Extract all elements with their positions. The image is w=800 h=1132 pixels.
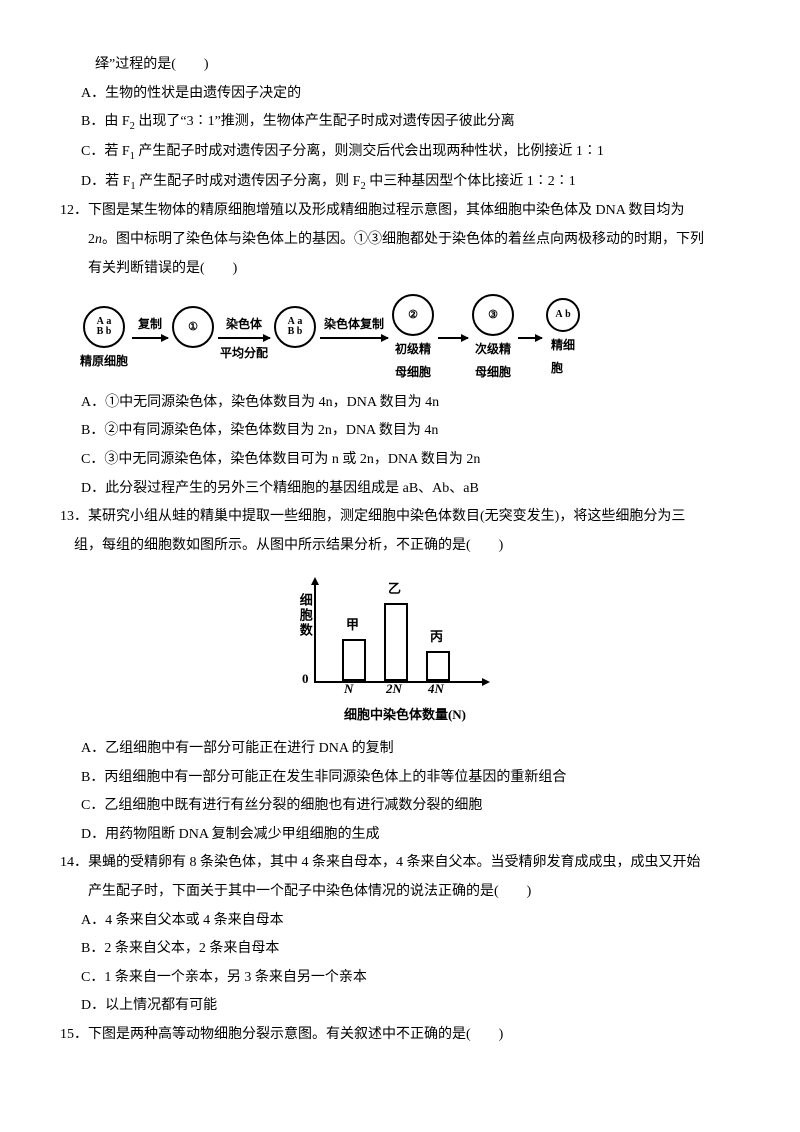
text: 2: [88, 232, 95, 247]
q14-opt-c: C．1 条来自一个亲本，另 3 条来自另一个亲本: [60, 965, 740, 992]
q14-opt-b: B．2 条来自父本，2 条来自母本: [60, 936, 740, 963]
cell-mid: A aB b: [274, 306, 316, 373]
chart-bar: [342, 639, 366, 681]
bar-label: 丙: [430, 625, 443, 650]
q11-opt-a: A．生物的性状是由遗传因子决定的: [60, 81, 740, 108]
y-axis-label: 细胞数: [292, 593, 317, 638]
y-axis: [314, 583, 316, 683]
text: 。图中标明了染色体与染色体上的基因。①③细胞都处于染色体的着丝点向两极移动的时期…: [102, 232, 704, 247]
circle-2: ②: [392, 294, 434, 336]
q12-opt-a: A．①中无同源染色体，染色体数目为 4n，DNA 数目为 4n: [60, 390, 740, 417]
q13-chart: 细胞数 0 甲 乙丙 N 2N 4N 细胞中染色体数量(N): [290, 573, 510, 728]
var-n: n: [95, 232, 102, 247]
bar-label: 甲: [346, 613, 359, 638]
q13-opt-c: C．乙组细胞中既有进行有丝分裂的细胞也有进行减数分裂的细胞: [60, 793, 740, 820]
chart-bar: [384, 603, 408, 681]
q12-opt-b: B．②中有同源染色体，染色体数目为 2n，DNA 数目为 4n: [60, 418, 740, 445]
text: 中三种基因型个体比接近 1∶2∶1: [366, 174, 576, 189]
q14-opt-d: D．以上情况都有可能: [60, 993, 740, 1020]
cell-2: ② 初级精 母细胞: [392, 294, 434, 384]
q14-stem-1: 14．果蝇的受精卵有 8 条染色体，其中 4 条来自母本，4 条来自父本。当受精…: [60, 850, 740, 877]
text: 产生配子时成对遗传因子分离，则测交后代会出现两种性状，比例接近 1∶1: [135, 144, 604, 159]
cell-label: 精细 胞: [551, 334, 575, 380]
q13-opt-b: B．丙组细胞中有一部分可能正在发生非同源染色体上的非等位基因的重新组合: [60, 765, 740, 792]
qnum: 12．: [60, 203, 88, 218]
bar-label: 乙: [388, 577, 401, 602]
text: 下图是两种高等动物细胞分裂示意图。有关叙述中不正确的是( ): [88, 1027, 503, 1042]
arrow-plain-2: [518, 313, 542, 366]
text: 出现了“3∶1”推测，生物体产生配子时成对遗传因子彼此分离: [135, 114, 515, 129]
arrow-distribute: 染色体 平均分配: [218, 313, 270, 366]
q13-opt-d: D．用药物阻断 DNA 复制会减少甲组细胞的生成: [60, 822, 740, 849]
cell-label: 次级精 母细胞: [475, 338, 511, 384]
q12-diagram: A aB b 精原细胞 复制 ① 染色体 平均分配 A aB b 染色体复制 ②…: [80, 294, 740, 384]
q12-opt-c: C．③中无同源染色体，染色体数目可为 n 或 2n，DNA 数目为 2n: [60, 447, 740, 474]
q14-opt-a: A．4 条来自父本或 4 条来自母本: [60, 908, 740, 935]
spermatid-cell: A b 精细 胞: [546, 298, 580, 380]
text: 某研究小组从蛙的精巢中提取一些细胞，测定细胞中染色体数目(无突变发生)，将这些细…: [88, 509, 685, 524]
x-axis-label: 细胞中染色体数量(N): [300, 703, 510, 728]
q14-stem-2: 产生配子时，下面关于其中一个配子中染色体情况的说法正确的是( ): [60, 879, 740, 906]
origin-label: 0: [302, 667, 309, 692]
arrow-label: 染色体: [226, 313, 262, 336]
circle-3: ③: [472, 294, 514, 336]
q11-stem-tail: 绎”过程的是( ): [60, 52, 740, 79]
q13-stem-2: 组，每组的细胞数如图所示。从图中所示结果分析，不正确的是( ): [60, 533, 740, 560]
q13-opt-a: A．乙组细胞中有一部分可能正在进行 DNA 的复制: [60, 736, 740, 763]
spermatogonium-cell: A aB b 精原细胞: [80, 306, 128, 373]
q12-opt-d: D．此分裂过程产生的另外三个精细胞的基因组成是 aB、Ab、aB: [60, 476, 740, 503]
x-tick: N: [344, 677, 353, 702]
qnum: 14．: [60, 855, 88, 870]
x-tick: 2N: [386, 677, 402, 702]
arrow-replicate: 复制: [132, 313, 168, 366]
circle-1: ①: [172, 306, 214, 348]
arrow-label: 平均分配: [220, 342, 268, 365]
q11-opt-c: C．若 F1 产生配子时成对遗传因子分离，则测交后代会出现两种性状，比例接近 1…: [60, 139, 740, 167]
cell-3: ③ 次级精 母细胞: [472, 294, 514, 384]
arrow-plain-1: [438, 313, 468, 366]
text: 下图是某生物体的精原细胞增殖以及形成精细胞过程示意图，其体细胞中染色体及 DNA…: [88, 203, 685, 218]
text: B．由 F: [81, 114, 130, 129]
text: D．若 F: [81, 174, 130, 189]
x-tick: 4N: [428, 677, 444, 702]
arrow-chrom-replicate: 染色体复制: [320, 313, 388, 366]
q11-opt-d: D．若 F1 产生配子时成对遗传因子分离，则 F2 中三种基因型个体比接近 1∶…: [60, 169, 740, 197]
q11-opt-b: B．由 F2 出现了“3∶1”推测，生物体产生配子时成对遗传因子彼此分离: [60, 109, 740, 137]
q12-stem-3: 有关判断错误的是( ): [60, 256, 740, 283]
q15-stem: 15．下图是两种高等动物细胞分裂示意图。有关叙述中不正确的是( ): [60, 1022, 740, 1049]
q12-stem-2: 2n。图中标明了染色体与染色体上的基因。①③细胞都处于染色体的着丝点向两极移动的…: [60, 227, 740, 254]
cell-1: ①: [172, 306, 214, 373]
cell-label: 精原细胞: [80, 350, 128, 373]
qnum: 13．: [60, 509, 88, 524]
text: C．若 F: [81, 144, 130, 159]
qnum: 15．: [60, 1027, 88, 1042]
arrow-label: 复制: [138, 313, 162, 336]
q13-stem-1: 13．某研究小组从蛙的精巢中提取一些细胞，测定细胞中染色体数目(无突变发生)，将…: [60, 504, 740, 531]
cell-label: 初级精 母细胞: [395, 338, 431, 384]
q12-stem-1: 12．下图是某生物体的精原细胞增殖以及形成精细胞过程示意图，其体细胞中染色体及 …: [60, 198, 740, 225]
arrow-label: 染色体复制: [324, 313, 384, 336]
text: 果蝇的受精卵有 8 条染色体，其中 4 条来自母本，4 条来自父本。当受精卵发育…: [88, 855, 701, 870]
text: 产生配子时成对遗传因子分离，则 F: [136, 174, 361, 189]
